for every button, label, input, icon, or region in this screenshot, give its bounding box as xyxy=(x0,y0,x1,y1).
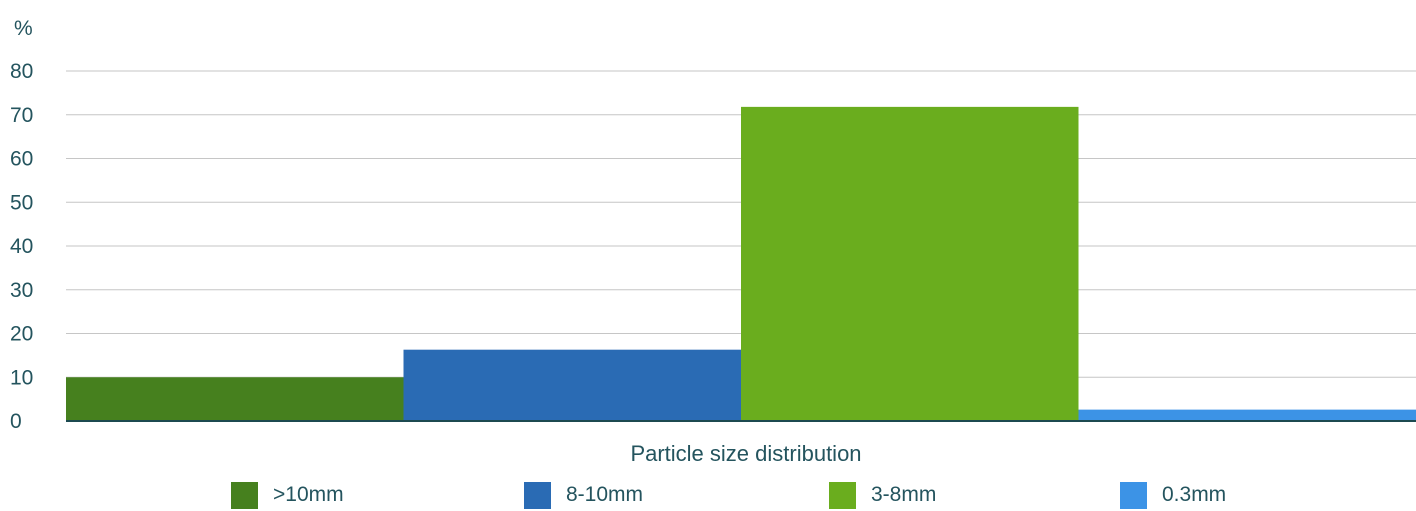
legend-label: 3-8mm xyxy=(871,483,937,506)
y-tick-label: 10 xyxy=(10,366,33,389)
legend-item: 0.3mm xyxy=(1120,480,1226,510)
legend-label: 0.3mm xyxy=(1162,483,1227,506)
legend-swatch xyxy=(231,481,258,509)
y-tick-label: 30 xyxy=(10,279,33,302)
legend-swatch xyxy=(1120,481,1147,509)
y-axis-unit-label: % xyxy=(14,17,33,40)
y-tick-label: 0 xyxy=(10,410,22,433)
legend-label: >10mm xyxy=(273,483,344,506)
bar-3 xyxy=(741,106,1079,421)
y-tick-label: 70 xyxy=(10,104,33,127)
bar-4 xyxy=(1078,409,1416,421)
legend-swatch xyxy=(829,481,856,509)
legend-item: >10mm xyxy=(231,480,344,510)
axes: 0 10 20 30 40 50 60 70 80 xyxy=(10,60,1416,433)
y-tick-label: 50 xyxy=(10,191,33,214)
bars xyxy=(66,106,1416,421)
chart-legend: >10mm 8-10mm 3-8mm 0.3mm xyxy=(0,480,1416,510)
y-tick-label: 20 xyxy=(10,323,33,346)
y-tick-label: 60 xyxy=(10,148,33,171)
legend-label: 8-10mm xyxy=(566,483,644,506)
x-axis-title: Particle size distribution xyxy=(630,441,861,466)
legend-swatch xyxy=(524,481,551,509)
y-tick-label: 40 xyxy=(10,235,33,258)
bar-1 xyxy=(66,377,404,421)
legend-item: 8-10mm xyxy=(524,480,643,510)
legend-item: 3-8mm xyxy=(829,480,936,510)
y-tick-label: 80 xyxy=(10,60,33,83)
bar-2 xyxy=(403,349,741,421)
